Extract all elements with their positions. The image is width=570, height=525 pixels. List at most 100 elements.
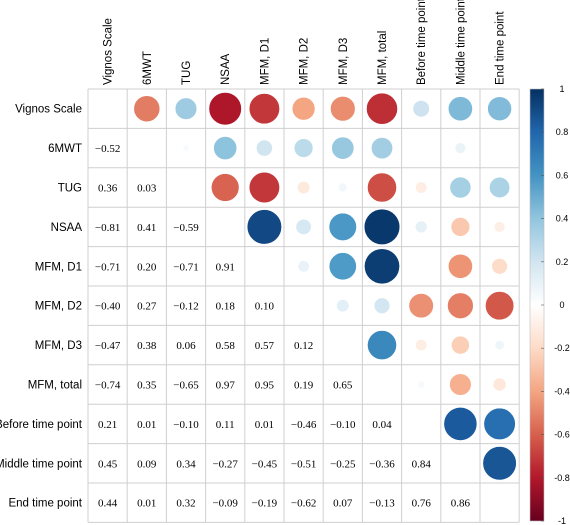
correlation-value: 0.11 — [216, 419, 235, 431]
correlation-circle — [338, 182, 348, 193]
row-label: MFM, total — [28, 380, 82, 392]
correlation-value: 0.01 — [255, 419, 274, 431]
correlation-value: −0.25 — [330, 458, 356, 470]
correlation-value: −0.13 — [369, 498, 395, 510]
column-label: MFM, D2 — [299, 38, 311, 85]
column-labels: Vignos Scale 6MWT TUG NSAA MFM, D1 MFM, D2 MFM… — [103, 0, 507, 85]
correlation-circle — [447, 292, 474, 319]
correlation-value: 0.21 — [98, 419, 117, 431]
column-label: Vignos Scale — [103, 18, 115, 85]
correlation-circle — [489, 176, 511, 199]
correlation-value: −0.27 — [212, 458, 238, 470]
correlation-value: 0.45 — [98, 458, 118, 470]
correlation-circle — [248, 171, 280, 204]
correlation-circle — [297, 260, 310, 273]
correlation-value: −0.52 — [95, 143, 120, 155]
correlation-value: 0.01 — [137, 419, 156, 431]
correlation-value: 0.57 — [255, 340, 275, 352]
column-label: MFM, D3 — [338, 38, 350, 85]
column-label: MFM, D1 — [259, 38, 271, 85]
correlation-value: −0.45 — [252, 458, 278, 470]
colorbar-tick-label: 0.2 — [556, 257, 569, 267]
correlation-circle — [363, 208, 401, 246]
correlation-circle — [482, 446, 517, 481]
correlation-value: −0.09 — [212, 498, 238, 510]
correlation-circle — [213, 136, 238, 160]
correlation-value: 0.84 — [412, 458, 432, 470]
correlation-circle — [492, 377, 507, 392]
correlation-circle — [208, 92, 242, 126]
correlation-circle — [373, 297, 391, 314]
correlation-value: 0.76 — [412, 498, 432, 510]
correlation-value: 0.10 — [255, 301, 275, 313]
correlation-circle — [415, 339, 428, 352]
correlation-circle — [493, 221, 506, 233]
correlation-value: 0.34 — [176, 458, 196, 470]
colorbar-tick-label: 0 — [559, 300, 564, 310]
colorbar-tick-label: 0.6 — [556, 170, 569, 180]
correlation-value: −0.81 — [95, 222, 120, 234]
correlation-circle — [494, 340, 505, 351]
colorbar-tick-label: -0.6 — [554, 430, 570, 440]
colorbar-tick-label: -0.4 — [554, 386, 570, 396]
correlation-value: 0.03 — [137, 183, 157, 195]
row-label: TUG — [58, 183, 82, 195]
correlation-circle — [487, 96, 512, 122]
correlation-circle — [451, 335, 470, 355]
correlation-value: 0.44 — [98, 498, 118, 510]
correlation-circle — [419, 264, 424, 269]
correlation-value: 0.65 — [333, 380, 353, 392]
correlation-circle — [491, 258, 508, 275]
correlation-value: −0.59 — [173, 222, 199, 234]
correlation-circle — [449, 176, 472, 199]
correlation-circle — [415, 181, 428, 194]
correlation-circle — [450, 217, 471, 237]
correlation-value: −0.40 — [95, 301, 121, 313]
row-label: Middle time point — [0, 458, 83, 470]
correlation-value: −0.71 — [173, 261, 198, 273]
colorbar-tick-label: 0.4 — [556, 214, 569, 224]
correlation-value: −0.36 — [369, 458, 395, 470]
correlation-circle — [367, 172, 397, 203]
column-label: 6MWT — [142, 51, 154, 85]
correlation-circle — [408, 293, 434, 319]
correlation-value: 0.18 — [216, 301, 236, 313]
correlation-circle — [485, 291, 515, 321]
correlation-value: −0.47 — [95, 340, 121, 352]
colorbar-tick-label: -1 — [558, 516, 566, 525]
row-label: 6MWT — [48, 143, 82, 155]
correlation-value: 0.35 — [137, 380, 157, 392]
correlation-circle — [291, 96, 316, 121]
correlation-value: 0.01 — [137, 498, 156, 510]
correlation-value: −0.46 — [291, 419, 317, 431]
correlation-circle — [330, 95, 356, 122]
correlation-circle — [211, 173, 240, 202]
correlation-value: 0.36 — [98, 183, 118, 195]
row-label: NSAA — [51, 222, 83, 234]
correlation-circle — [295, 218, 312, 235]
correlation-value: −0.74 — [95, 380, 121, 392]
column-label: End time point — [495, 11, 507, 85]
row-label: MFM, D2 — [35, 301, 82, 313]
row-labels: Vignos Scale 6MWT TUG NSAA MFM, D1 MFM, D2 MFM… — [0, 104, 83, 510]
colorbar-tick-label: 0.8 — [556, 127, 569, 137]
correlation-value: 0.97 — [216, 380, 236, 392]
correlation-value: 0.19 — [294, 380, 314, 392]
correlation-circle — [364, 248, 400, 285]
correlation-value: −0.51 — [291, 458, 316, 470]
correlation-circle — [367, 330, 397, 360]
correlation-circle — [297, 180, 311, 195]
correlation-circle — [336, 299, 350, 313]
correlation-value: 0.12 — [294, 340, 313, 352]
correlation-circle — [443, 407, 478, 441]
correlation-value: −0.62 — [291, 498, 316, 510]
correlation-circle — [133, 95, 161, 123]
correlation-value: −0.10 — [330, 419, 356, 431]
correlation-circle — [328, 212, 357, 241]
column-label: Before time point — [416, 0, 428, 85]
correlation-circle — [246, 209, 282, 245]
correlation-value: −0.10 — [173, 419, 199, 431]
correlation-value: 0.06 — [176, 340, 196, 352]
correlation-value: −0.65 — [173, 380, 199, 392]
correlation-value: −0.19 — [252, 498, 278, 510]
